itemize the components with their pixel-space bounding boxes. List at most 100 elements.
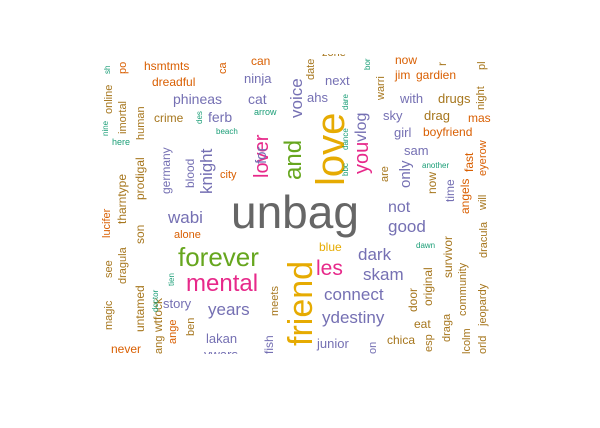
- word-dance: dance: [341, 128, 350, 150]
- word-hsmtmts: hsmtmts: [144, 59, 190, 73]
- word-tien: tien: [167, 273, 176, 286]
- word-chica: chica: [387, 333, 416, 347]
- word-dare: dare: [341, 93, 350, 110]
- word-not: not: [388, 199, 411, 216]
- word-another: another: [422, 161, 450, 170]
- word-ben: ben: [185, 317, 197, 336]
- word-les: les: [316, 257, 343, 280]
- word-connect: connect: [324, 285, 384, 304]
- word-voice: voice: [287, 78, 306, 118]
- word-angels: angels: [458, 178, 472, 214]
- word-see: see: [103, 260, 115, 278]
- word-pl: pl: [476, 61, 488, 70]
- word-magic: magic: [103, 300, 115, 330]
- word-you: you: [351, 141, 373, 174]
- word-blue: blue: [319, 240, 342, 254]
- word-ninja: ninja: [244, 71, 272, 86]
- word-date: date: [305, 58, 317, 80]
- word-beach: beach: [216, 127, 238, 136]
- word-ydestiny: ydestiny: [322, 308, 385, 327]
- word-girl: girl: [394, 125, 412, 140]
- word-blood: blood: [183, 158, 197, 188]
- word-with: with: [400, 91, 424, 106]
- word-orld: orld: [477, 335, 489, 354]
- word-cat: cat: [248, 91, 267, 107]
- word-prodigal: prodigal: [133, 157, 147, 200]
- word-ahs: ahs: [307, 90, 328, 105]
- word-ange: ange: [167, 319, 179, 344]
- word-ang: ang: [153, 335, 165, 354]
- word-crime: crime: [154, 111, 184, 125]
- word-skam: skam: [363, 265, 404, 284]
- word-gardien: gardien: [416, 68, 457, 82]
- word-ferb: ferb: [208, 109, 233, 125]
- word-now-1: now: [425, 171, 439, 194]
- word-unbag: unbag: [231, 186, 359, 238]
- word-alone: alone: [174, 229, 201, 241]
- word-ywars: ywars: [204, 348, 238, 354]
- word-imortal: imortal: [117, 100, 129, 134]
- word-human: human: [135, 106, 147, 140]
- word-lucifer: lucifer: [101, 208, 113, 238]
- word-eat: eat: [414, 317, 431, 331]
- word-bor: bor: [363, 58, 372, 70]
- word-years: years: [208, 300, 250, 319]
- word-germany: germany: [159, 147, 173, 194]
- word-bbc: bbc: [341, 163, 350, 176]
- word-eye: eye: [477, 158, 489, 176]
- word-wabi: wabi: [168, 208, 203, 227]
- word-time: time: [443, 179, 457, 202]
- word-zone: zone: [322, 54, 346, 59]
- word-and: and: [280, 139, 307, 180]
- word-drag: drag: [424, 108, 451, 123]
- word-mental: mental: [186, 270, 259, 297]
- word-good: good: [388, 217, 426, 236]
- word-online: online: [103, 84, 115, 114]
- word-dawn: dawn: [416, 241, 436, 250]
- word-meets: meets: [269, 286, 281, 316]
- word-draga: draga: [441, 313, 453, 342]
- word-story: story: [163, 296, 192, 311]
- word-only: only: [397, 160, 414, 188]
- word-nine: nine: [101, 120, 110, 136]
- word-boyfriend: boyfriend: [423, 125, 473, 139]
- word-community: community: [457, 262, 469, 316]
- word-original: original: [421, 267, 435, 306]
- word-on: on: [367, 341, 379, 354]
- word-friend: friend: [282, 260, 320, 346]
- word-sky: sky: [383, 108, 403, 123]
- word-next: next: [325, 73, 350, 88]
- word-will: will: [477, 194, 489, 210]
- word-fish: fish: [262, 335, 276, 354]
- word-here: here: [112, 137, 131, 147]
- word-junior: junior: [317, 336, 349, 351]
- word-mas: mas: [468, 111, 491, 125]
- word-row: row: [477, 140, 489, 158]
- word-survivor: survivor: [441, 235, 455, 278]
- word-night: night: [475, 86, 487, 110]
- word-city: city: [220, 169, 237, 181]
- word-forever: forever: [178, 242, 259, 272]
- word-r: r: [435, 62, 449, 66]
- word-jeopardy: jeopardy: [477, 283, 489, 326]
- word-door: door: [406, 287, 420, 312]
- word-ca: ca: [217, 62, 229, 74]
- word-lcolm: lcolm: [461, 328, 473, 354]
- word-doctor: doctor: [151, 289, 160, 312]
- word-knight: knight: [197, 148, 216, 194]
- word-esp: esp: [423, 334, 435, 352]
- word-dreadful: dreadful: [152, 75, 196, 89]
- word-tharntype: tharntype: [115, 173, 129, 224]
- word-arrow: arrow: [254, 107, 277, 117]
- word-vlog: vlog: [353, 112, 370, 142]
- word-sam: sam: [404, 143, 429, 158]
- word-dracula: dracula: [478, 221, 490, 258]
- word-drugs: drugs: [438, 91, 471, 106]
- word-never: never: [111, 342, 142, 354]
- word-phineas: phineas: [173, 91, 223, 107]
- word-po: po: [117, 61, 129, 74]
- word-dark: dark: [358, 245, 392, 264]
- word-now-2: now: [395, 54, 418, 67]
- word-cloud-area: unbag love friend forever and mental you…: [96, 54, 496, 354]
